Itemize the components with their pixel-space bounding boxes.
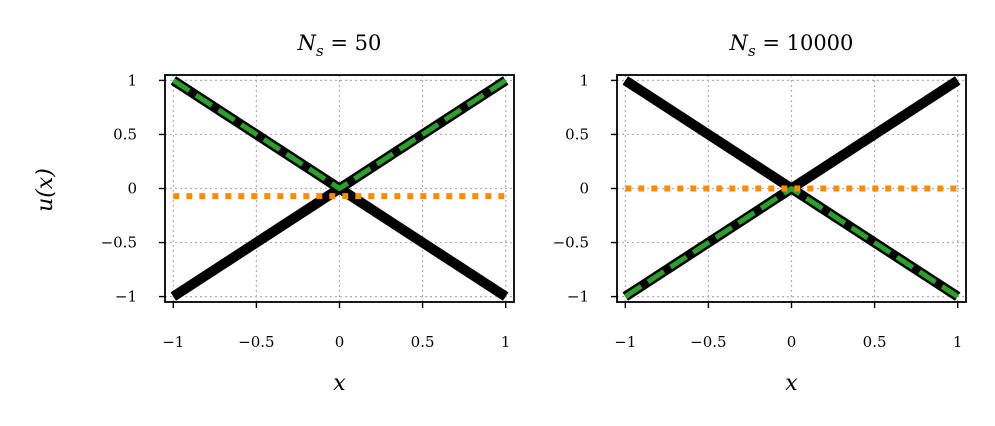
- x-tick-label: 0.5: [411, 333, 435, 351]
- subplot-title: Ns = 50: [297, 31, 382, 60]
- y-tick-label: 0.5: [565, 125, 589, 143]
- y-tick-label: 0.5: [113, 125, 137, 143]
- x-axis-label: x: [785, 371, 798, 396]
- y-tick-label: −1: [567, 288, 589, 306]
- x-tick-label: −0.5: [238, 333, 274, 351]
- y-tick-label: 1: [579, 71, 589, 89]
- x-axis-label: x: [333, 371, 346, 396]
- y-tick-label: −0.5: [101, 234, 137, 252]
- y-tick-label: −0.5: [553, 234, 589, 252]
- series-line-dashed: [623, 186, 960, 299]
- x-tick-label: −1: [614, 333, 636, 351]
- subplot-title: Ns = 10000: [729, 31, 854, 60]
- x-tick-label: 1: [501, 333, 511, 351]
- y-axis-label: u(x): [33, 168, 58, 212]
- y-tick-label: 1: [127, 71, 137, 89]
- y-tick-label: 0: [127, 180, 137, 198]
- y-tick-label: −1: [115, 288, 137, 306]
- x-tick-label: −1: [162, 333, 184, 351]
- subplot-ns-10000: −1 −0.5 0 0.5 1 1 0.5 0 −0.5 −1 x Ns = 10000: [553, 31, 967, 396]
- subplot-ns-50: −1 −0.5 0 0.5 1 1 0.5 0 −0.5 −1 x Ns = 50: [101, 31, 515, 396]
- x-tick-label: 0: [787, 333, 797, 351]
- y-tick-label: 0: [579, 180, 589, 198]
- x-tick-label: 0.5: [863, 333, 887, 351]
- x-tick-label: 0: [335, 333, 345, 351]
- x-tick-label: 1: [953, 333, 963, 351]
- series-line-dashed: [171, 78, 508, 191]
- x-tick-label: −0.5: [690, 333, 726, 351]
